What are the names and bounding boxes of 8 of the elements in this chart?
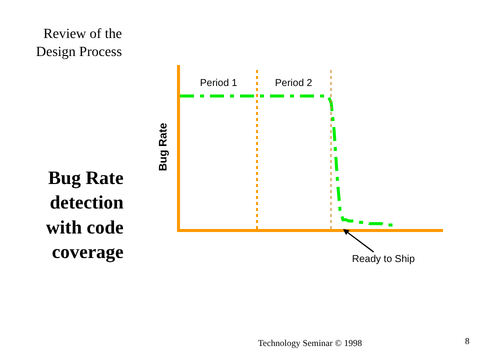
text: Technology Seminar © 1998: [258, 338, 362, 348]
text: Bug Rate detection with code coverage: [46, 168, 124, 264]
text: Period 1: [200, 78, 238, 89]
text: Period 2: [275, 78, 313, 89]
chart-subtitle: Review of the Design Process: [36, 27, 122, 60]
text: Ready to Ship: [352, 254, 416, 265]
y-axis-title: Bug Rate: [158, 122, 170, 172]
text: 8: [465, 336, 470, 346]
